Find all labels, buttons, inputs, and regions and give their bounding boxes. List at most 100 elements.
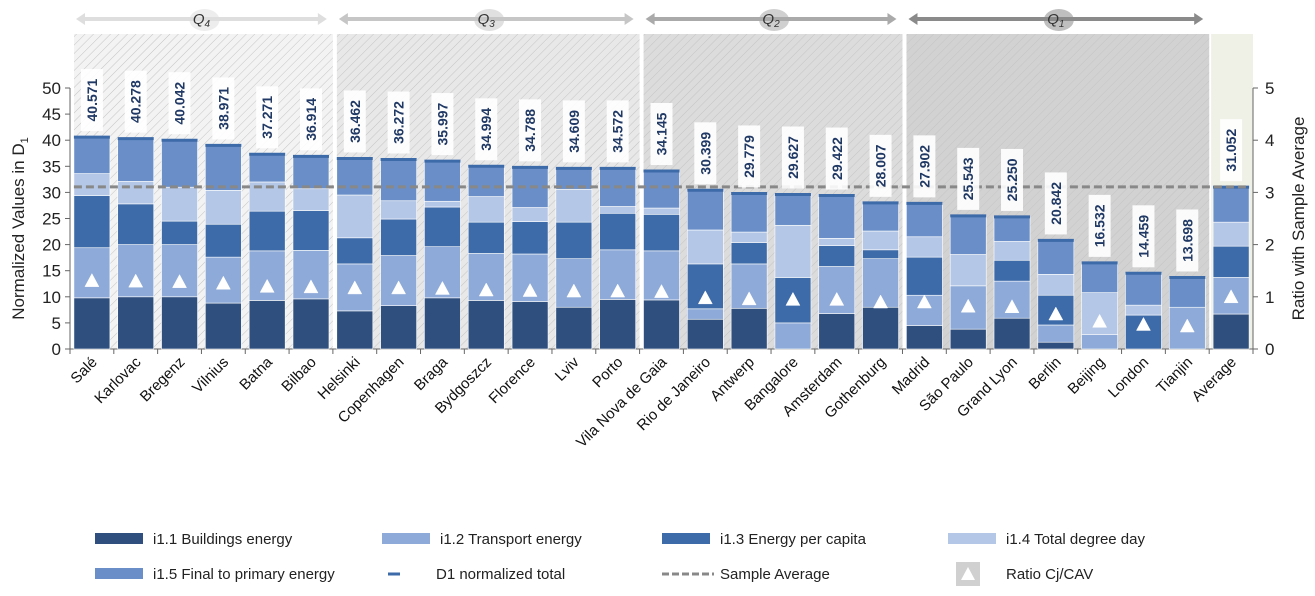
bar-segment-vilnius-i1-4 (205, 190, 242, 225)
legend-d1-normalized-total-label: D1 normalized total (436, 566, 565, 583)
quartile-arrow-left-1 (338, 13, 348, 25)
ratio-marker-gothenburg (873, 294, 888, 309)
bar-segment-lviv-i1-4 (555, 188, 593, 223)
total-label-bg-florence (519, 99, 542, 162)
ratio-marker-bydgoszcz (478, 282, 494, 297)
category-label-bregenz: Bregenz (137, 354, 189, 406)
y-tick-label: 45 (42, 105, 61, 124)
bar-segment-batna-i1-2 (248, 250, 286, 301)
total-label-madrid: 27.902 (916, 145, 932, 188)
bar-segment-sao-paulo-i1-5 (949, 215, 987, 255)
bars (73, 135, 1250, 350)
bar-segment-antwerp-i1-1 (730, 307, 768, 350)
total-label-bg-braga (431, 93, 454, 156)
quartile-label-1: Q3 (478, 11, 496, 30)
ratio-markers (84, 273, 1239, 333)
bar-segment-grand-lyon-i1-5 (993, 216, 1031, 242)
ratio-marker-braga (435, 280, 450, 295)
quartile-arrows: Q4 Q3 Q2 Q1 (76, 9, 1204, 31)
bar-segment-grand-lyon-i1-4 (993, 241, 1031, 261)
total-label-gothenburg: 28.007 (873, 144, 889, 187)
total-label-bg-porto (606, 100, 629, 163)
bar-segment-average-i1-3 (1212, 245, 1250, 278)
bar-segment-rio-de-janeiro-i1-1 (687, 318, 724, 350)
bar-copenhagen (380, 158, 417, 350)
total-label-bg-copenhagen (387, 91, 410, 154)
category-label-tianjin: Tianjin (1153, 354, 1196, 397)
legend-i1-5-final-to-primary-energy-swatch (95, 568, 143, 579)
quartile-arrow-left-2 (645, 13, 655, 25)
y-tick-label: 50 (42, 79, 61, 98)
total-label-bydgoszcz: 34.994 (478, 108, 494, 151)
bar-segment-vila-nova-de-gaia-i1-5 (643, 170, 680, 209)
bar-segment-beijing-i1-2 (1081, 334, 1118, 350)
legend-i1-5-final-to-primary-energy-label: i1.5 Final to primary energy (153, 566, 335, 583)
category-label-average: Average (1189, 354, 1240, 405)
quartile-arrow-right-0 (317, 13, 327, 25)
ratio-marker-porto (610, 283, 626, 298)
bar-braga (424, 159, 461, 350)
bar-segment-bilbao-i1-3 (292, 210, 330, 251)
bar-vilnius (205, 143, 242, 350)
y-tick-label: 25 (42, 210, 61, 229)
bar-rio-de-janeiro (687, 188, 724, 350)
total-labels: 40.571 40.278 40.042 38.971 37.271 36.914 36.4… (80, 69, 1243, 272)
total-label-bregenz: 40.042 (172, 82, 188, 125)
bar-bilbao (292, 154, 330, 350)
bar-segment-vilnius-i1-3 (205, 223, 242, 258)
ratio-marker-sao-paulo (960, 298, 976, 313)
category-label-beijing: Beijing (1065, 354, 1109, 398)
total-label-bg-lviv (562, 100, 585, 163)
bar-antwerp (730, 191, 768, 350)
total-label-bg-bangalore (781, 126, 804, 189)
bar-segment-gothenburg-i1-4 (862, 230, 899, 251)
bar-sale (73, 135, 111, 350)
category-label-lviv: Lviv (552, 353, 583, 384)
bar-segment-london-i1-4 (1125, 304, 1162, 316)
total-label-berlin: 20.842 (1048, 182, 1064, 225)
legend: i1.1 Buildings energy i1.2 Transport ener… (95, 531, 1145, 586)
quartile-badge-1 (474, 9, 505, 31)
total-label-bg-vila-nova-de-gaia (650, 102, 673, 165)
bar-segment-porto-i1-1 (599, 299, 636, 350)
bar-segment-vila-nova-de-gaia-i1-4 (643, 207, 680, 215)
total-label-sale: 40.571 (84, 78, 100, 121)
bar-segment-bilbao-i1-4 (292, 188, 330, 211)
bar-segment-amsterdam-i1-1 (818, 313, 856, 350)
bar-segment-bydgoszcz-i1-1 (467, 300, 505, 350)
bar-bangalore (774, 192, 812, 350)
total-label-bg-sale (80, 69, 103, 132)
bar-segment-lviv-i1-1 (555, 306, 593, 350)
legend-i1-1-buildings-energy-label: i1.1 Buildings energy (153, 531, 293, 548)
category-label-sale: Salé (67, 354, 100, 387)
y-tick-label: 30 (42, 183, 61, 202)
bar-segment-sao-paulo-i1-1 (949, 328, 987, 350)
quartile-badge-0 (189, 9, 220, 31)
bar-segment-berlin-i1-4 (1037, 274, 1075, 296)
total-label-bg-batna (256, 86, 279, 149)
total-label-vilnius: 38.971 (215, 87, 231, 130)
bar-segment-average-i1-4 (1212, 221, 1250, 247)
bar-segment-bregenz-i1-4 (161, 186, 198, 222)
ratio-marker-madrid (916, 294, 932, 309)
y-tick-label: 5 (52, 314, 61, 333)
category-label-porto: Porto (589, 354, 626, 391)
total-label-porto: 34.572 (610, 110, 626, 153)
total-label-bg-bilbao (299, 88, 322, 151)
bar-segment-vila-nova-de-gaia-i1-3 (643, 214, 680, 252)
y-tick-label: 35 (42, 157, 61, 176)
ratio-marker-vila-nova-de-gaia (654, 284, 669, 298)
total-label-grand-lyon: 25.250 (1004, 158, 1020, 201)
quartile-arrow-right-2 (887, 13, 897, 25)
ratio-marker-london (1136, 316, 1151, 331)
total-label-rio-de-janeiro: 30.399 (697, 132, 713, 175)
bar-segment-batna-i1-3 (248, 210, 286, 252)
bar-grand-lyon (993, 215, 1031, 350)
bar-segment-florence-i1-4 (511, 207, 549, 222)
quartile-hatch-0 (74, 34, 333, 349)
bar-bregenz (161, 138, 198, 350)
ratio-marker-tianjin (1179, 318, 1195, 333)
bar-segment-average-i1-2 (1212, 277, 1250, 315)
category-label-florence: Florence (486, 354, 539, 407)
y-tick-label: 20 (42, 236, 61, 255)
